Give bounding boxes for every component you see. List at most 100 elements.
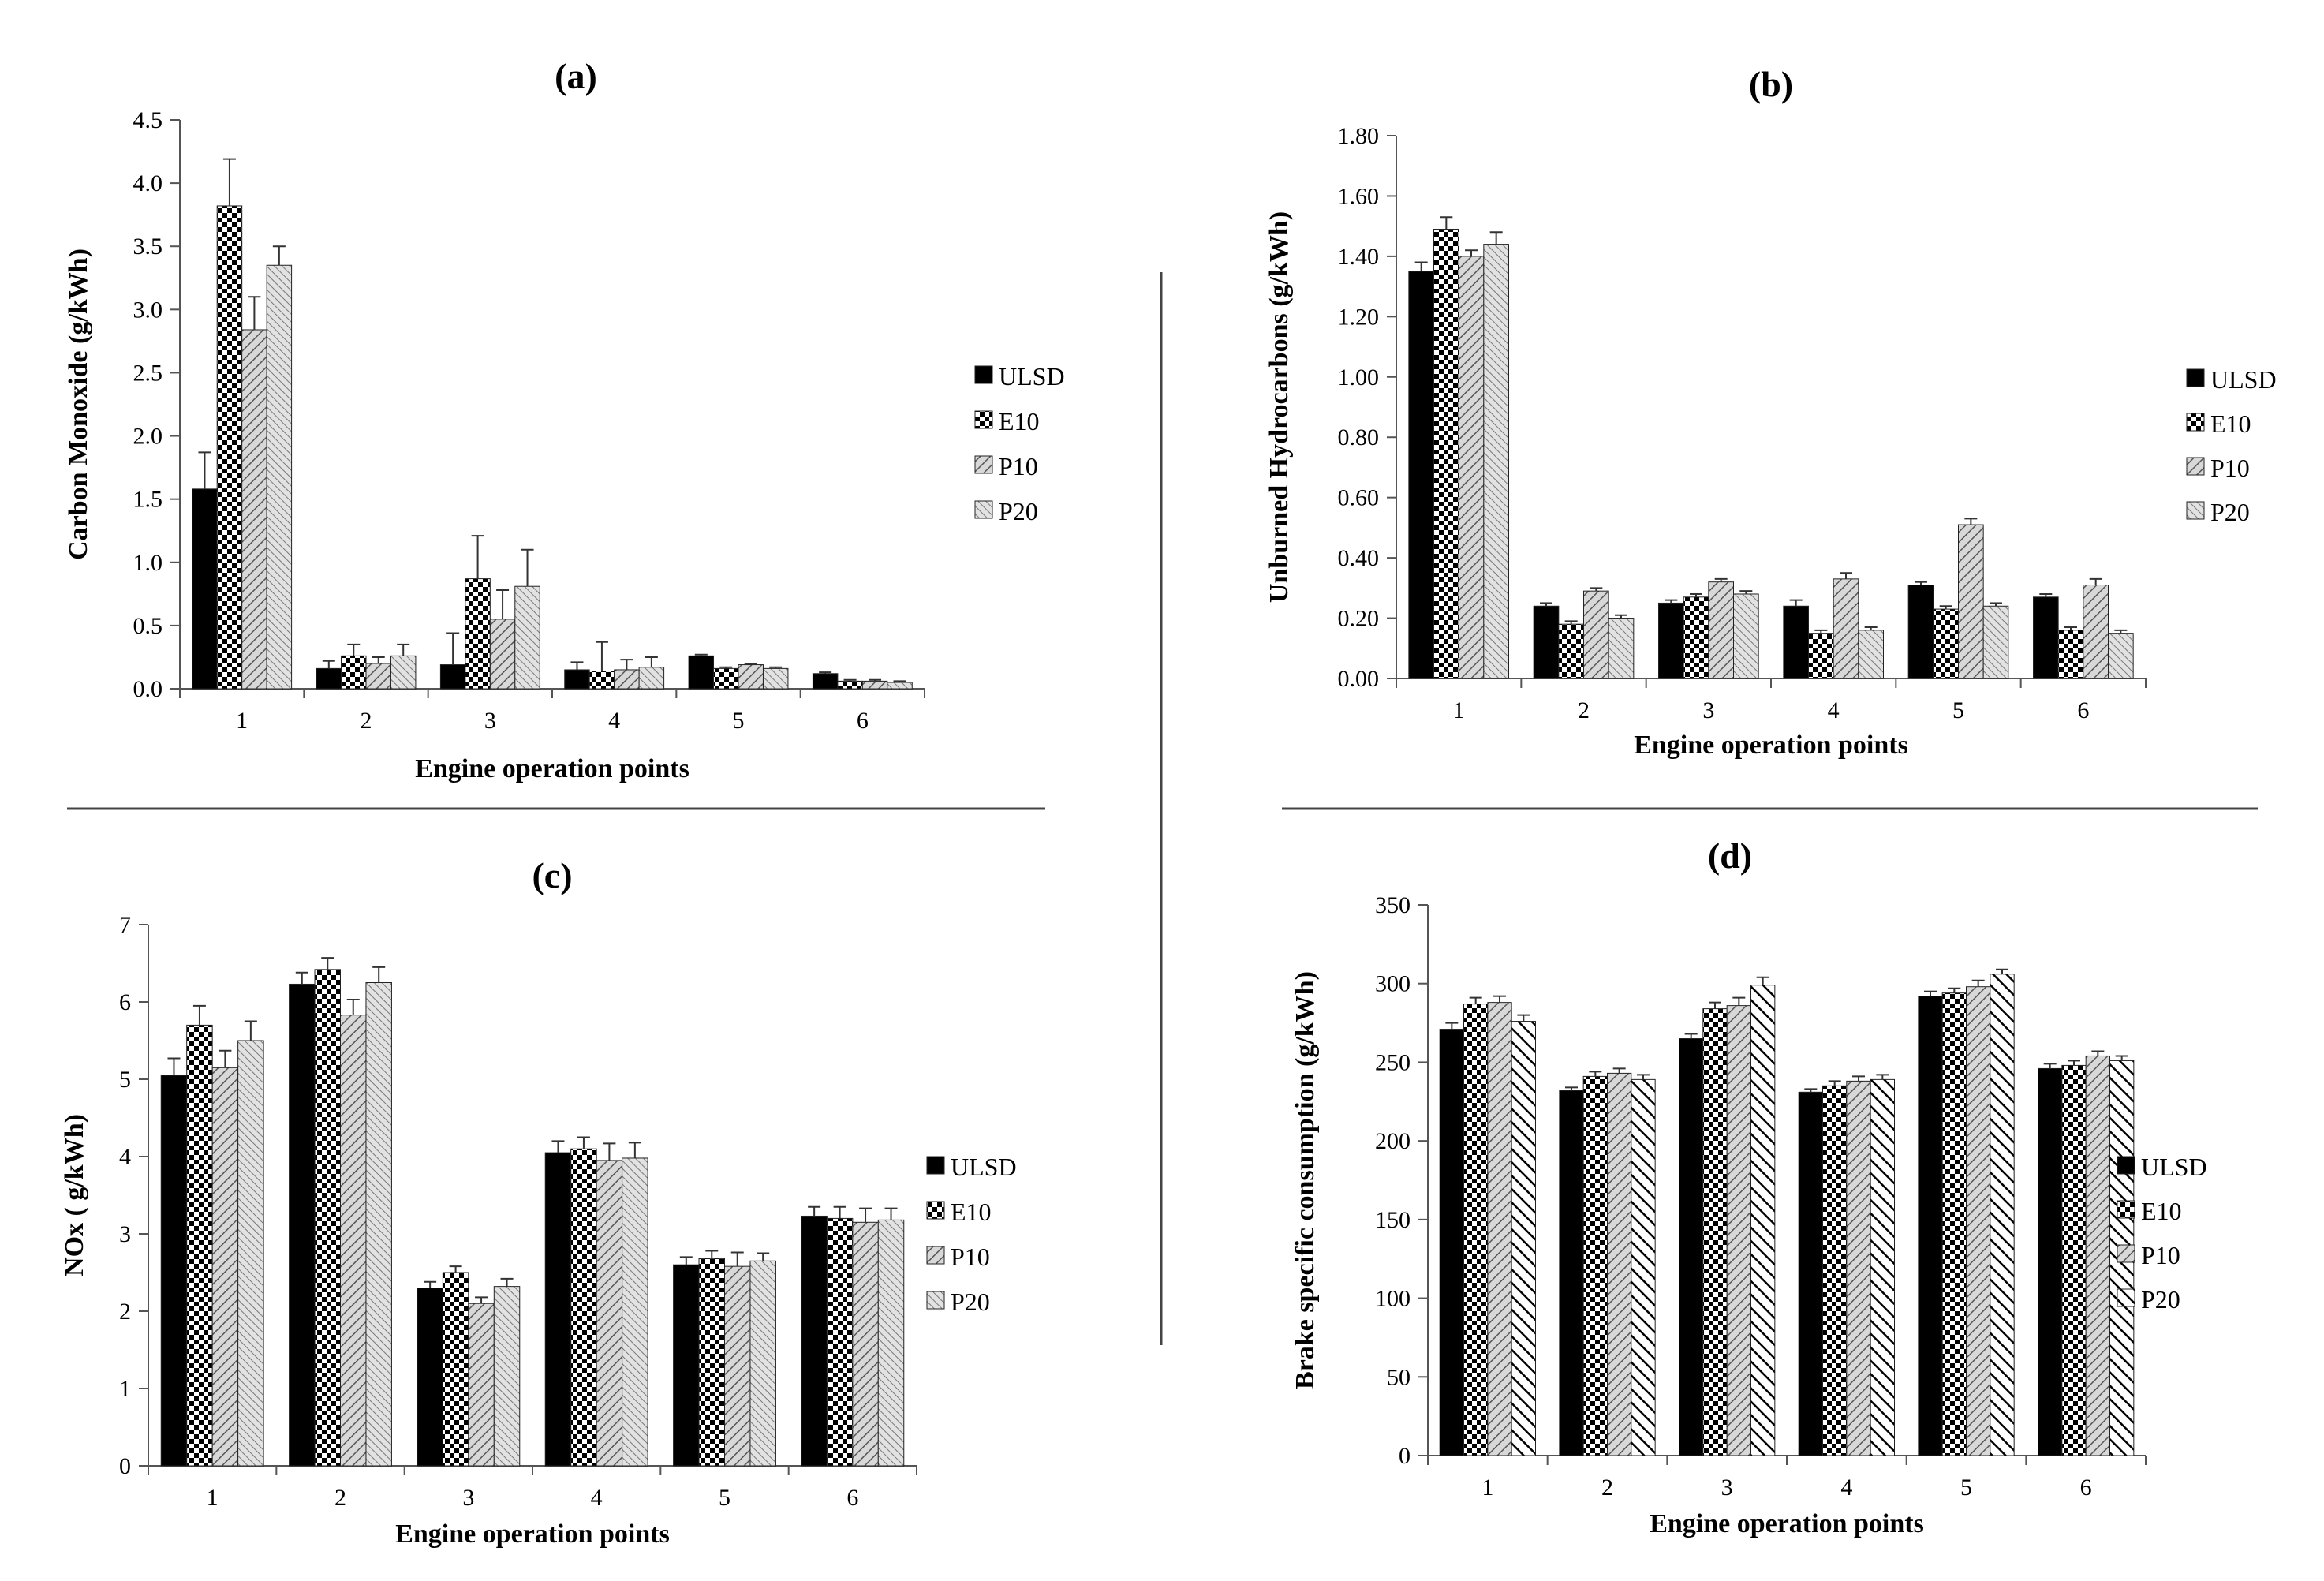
y-tick-label: 0.0 [133, 676, 163, 702]
bar [1907, 585, 1934, 679]
legend-label: E10 [2141, 1197, 2182, 1225]
bar [1858, 630, 1884, 679]
y-tick-label: 1.00 [1338, 364, 1380, 391]
x-tick-label: 5 [719, 1485, 730, 1511]
bar [713, 667, 739, 690]
y-tick-label: 1.20 [1338, 304, 1380, 330]
bar [1982, 605, 2009, 679]
x-tick-label: 6 [846, 1485, 858, 1511]
bar [2108, 633, 2134, 679]
bar [673, 1264, 700, 1467]
bar [365, 663, 391, 690]
x-tick-label: 6 [2080, 1474, 2092, 1501]
x-tick-label: 4 [608, 708, 620, 734]
bar [493, 1286, 521, 1467]
bar [1808, 633, 1834, 679]
bar [266, 264, 293, 690]
bar [861, 680, 888, 690]
legend-swatch [2117, 1156, 2135, 1175]
bar [1798, 1091, 1824, 1456]
y-tick-label: 2.0 [133, 424, 163, 450]
legend-label: ULSD [2210, 365, 2277, 394]
bar [1463, 1004, 1489, 1456]
x-tick-label: 5 [1960, 1474, 1972, 1501]
bar [289, 983, 316, 1467]
bar [1439, 1029, 1464, 1456]
legend-swatch [926, 1291, 945, 1310]
bar [1559, 1090, 1584, 1456]
y-tick-label: 4 [119, 1144, 131, 1170]
bar [638, 667, 665, 690]
legend-swatch [2186, 368, 2205, 387]
legend-label: P10 [951, 1243, 990, 1271]
bar [2038, 1067, 2063, 1456]
bar [341, 655, 367, 690]
bar [468, 1303, 495, 1467]
y-tick-label: 0.5 [133, 613, 163, 639]
legend-label: P20 [2141, 1285, 2180, 1314]
bar [564, 669, 590, 690]
x-tick-label: 3 [484, 708, 496, 734]
x-tick-label: 2 [1578, 697, 1590, 723]
legend-swatch [2186, 413, 2205, 432]
bar [211, 1067, 239, 1467]
bar [1487, 1002, 1512, 1456]
legend-swatch [974, 500, 993, 519]
bar [1658, 602, 1684, 679]
legend-swatch [926, 1246, 945, 1265]
bar [588, 671, 615, 690]
y-tick-label: 6 [119, 989, 131, 1015]
x-tick-label: 1 [236, 708, 248, 734]
legend-label: ULSD [2141, 1153, 2207, 1181]
bar [2057, 630, 2084, 679]
legend-label: P10 [2210, 454, 2250, 482]
x-tick-label: 1 [1481, 1474, 1493, 1501]
panel-b-chart: (b) 0.00 0.20 0.40 0.60 0.80 1.00 1.20 1.40 1.60 1… [1265, 64, 2277, 760]
bar [2061, 1064, 2087, 1456]
legend-swatch [974, 455, 993, 474]
bar [1483, 244, 1510, 679]
y-axis-title: Brake specific consumption (g/kWh) [1291, 971, 1320, 1389]
x-tick-label: 6 [2077, 697, 2089, 723]
y-tick-label: 1.80 [1338, 123, 1380, 149]
panel-a-chart: (a) 0.0 0.5 1.0 1.5 2.0 2.5 3.0 3.5 4.0 4.5 1 2 3 4 5 6 E… [64, 56, 1065, 783]
y-tick-label: 1.0 [133, 550, 163, 576]
y-tick-label: 4.0 [133, 170, 163, 196]
chart-title: (d) [1708, 835, 1752, 876]
y-tick-label: 7 [119, 912, 131, 938]
legend-label: ULSD [999, 362, 1065, 391]
y-tick-label: 0 [1399, 1443, 1410, 1469]
bar [1833, 578, 1859, 679]
bar [2033, 596, 2059, 679]
bar [812, 673, 839, 690]
chart-title: (a) [555, 56, 597, 96]
legend-label: P10 [999, 452, 1038, 480]
bar [1822, 1085, 1848, 1456]
bar [1582, 1075, 1608, 1456]
bar [417, 1288, 443, 1467]
chart-title: (c) [532, 855, 572, 895]
bar [724, 1265, 751, 1467]
y-tick-label: 2 [119, 1299, 131, 1325]
bar [1511, 1021, 1536, 1456]
y-tick-label: 3.5 [133, 234, 163, 260]
bar [738, 664, 764, 690]
bar [1750, 985, 1776, 1456]
bar [749, 1260, 776, 1467]
y-tick-label: 1.40 [1338, 244, 1380, 270]
legend-label: ULSD [951, 1153, 1017, 1181]
bar [622, 1157, 648, 1467]
bar [801, 1215, 828, 1467]
bar [1702, 1008, 1728, 1456]
y-tick-label: 1.60 [1338, 183, 1380, 209]
legend-swatch [2117, 1200, 2135, 1219]
x-tick-label: 5 [1952, 697, 1964, 723]
bar [1533, 605, 1560, 679]
bar [1683, 596, 1709, 679]
bar [2083, 585, 2109, 679]
y-tick-label: 350 [1375, 892, 1410, 918]
bar [1918, 996, 1943, 1456]
x-axis-title: Engine operation points [1650, 1509, 1924, 1538]
y-axis-title: NOx ( g/kWh) [60, 1114, 89, 1276]
bar [390, 655, 417, 690]
